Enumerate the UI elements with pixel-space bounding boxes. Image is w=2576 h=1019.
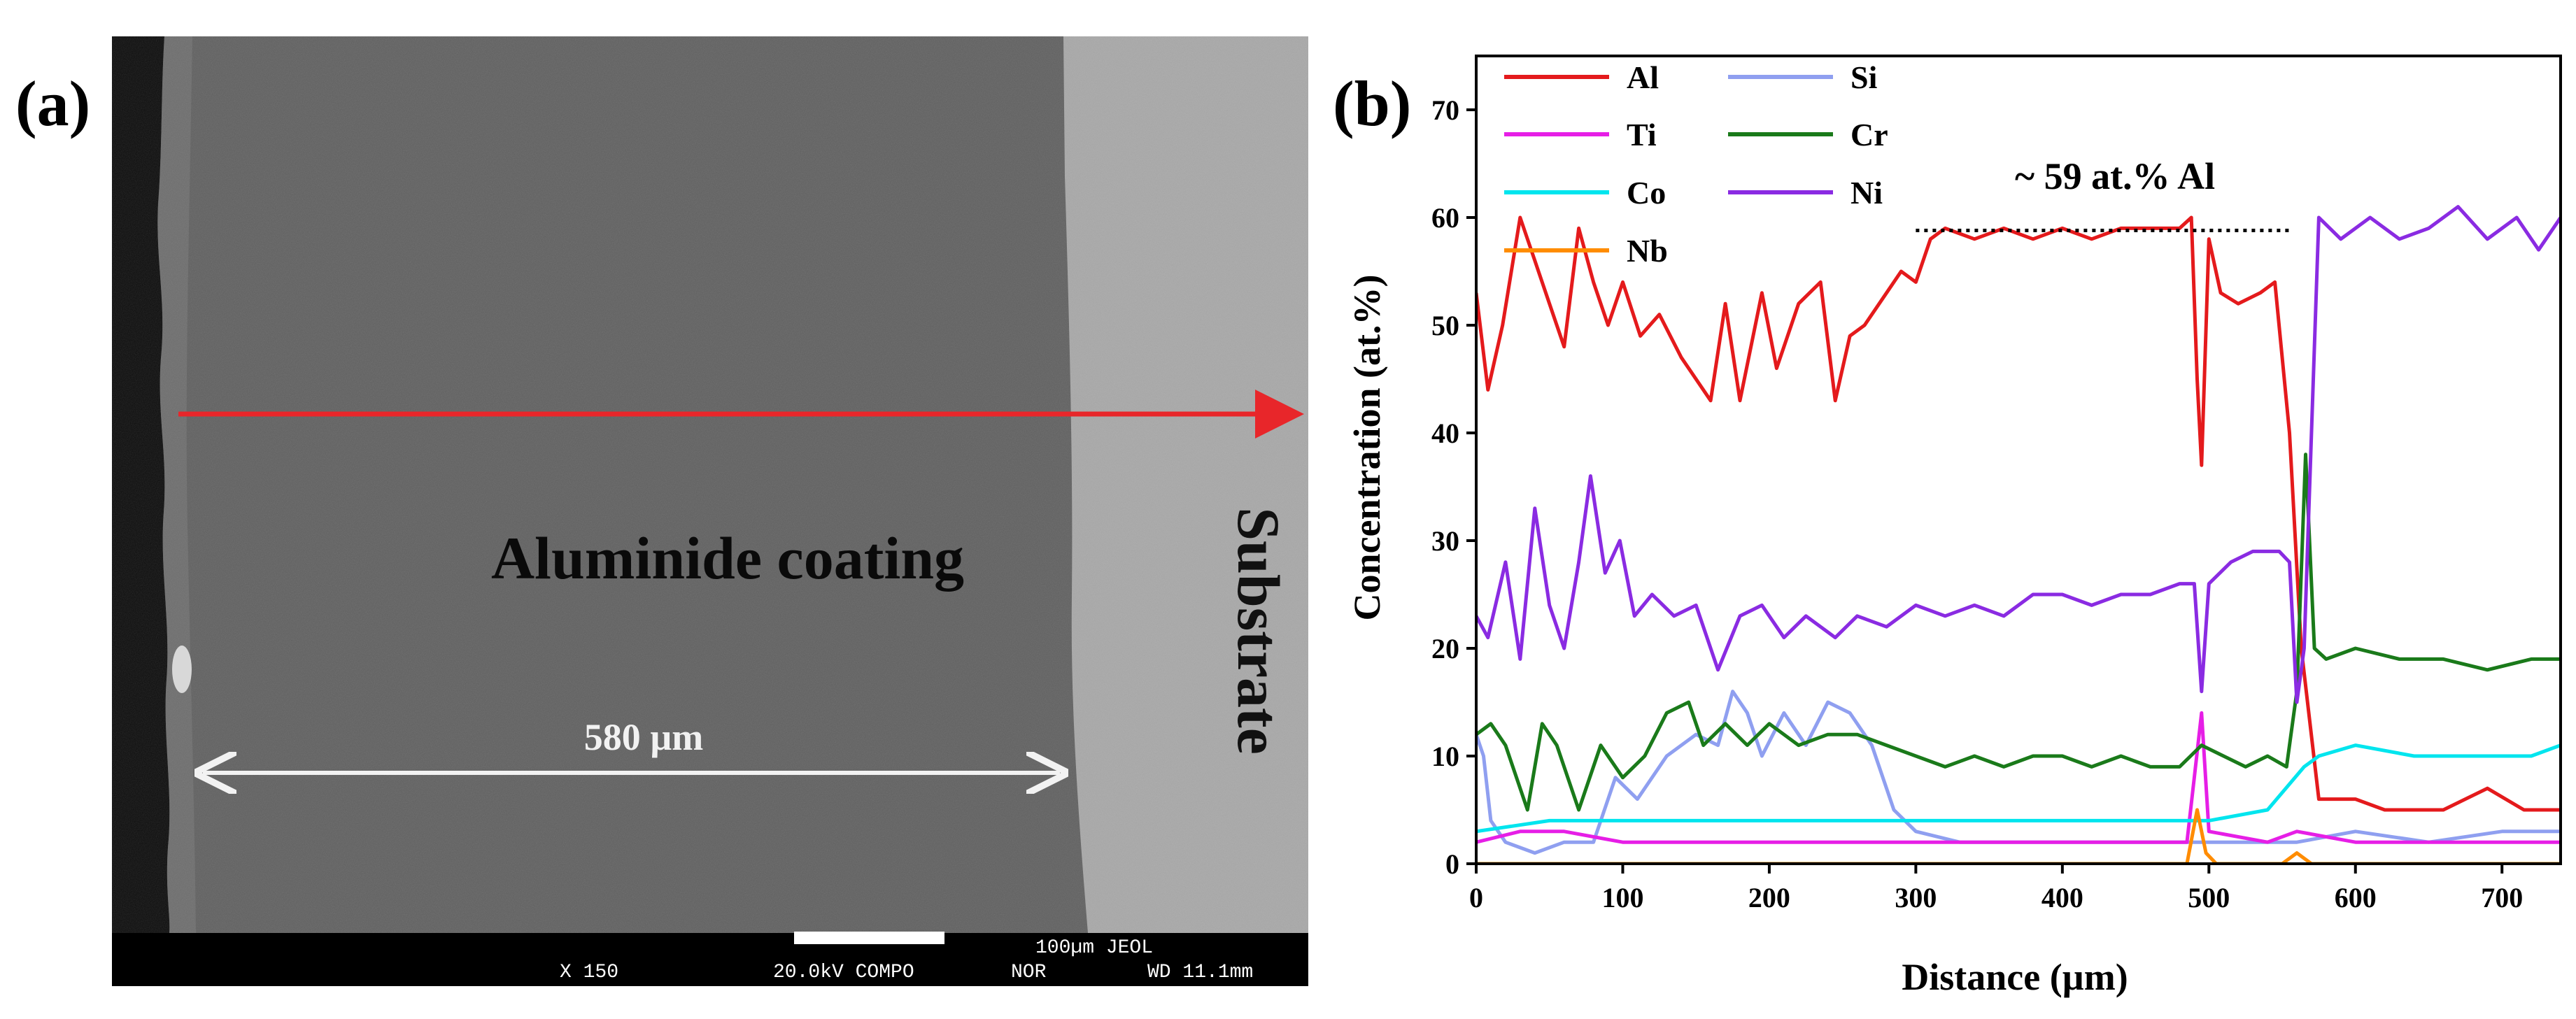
y-axis-label: Concentration (at.%) — [1346, 275, 1388, 621]
y-tick-label: 70 — [1431, 94, 1459, 126]
x-tick-label: 0 — [1469, 882, 1483, 913]
y-tick-label: 50 — [1431, 310, 1459, 341]
legend-label-co: Co — [1627, 175, 1666, 211]
x-axis-label: Distance (µm) — [1902, 956, 2128, 998]
scale-bar — [794, 932, 944, 944]
series-ni-line — [1476, 205, 2561, 704]
scale-label: 100µm JEOL — [1035, 937, 1153, 959]
x-tick-label: 300 — [1895, 882, 1937, 913]
x-tick-label: 100 — [1601, 882, 1643, 913]
sem-info-bar — [112, 933, 1308, 986]
x-tick-label: 400 — [2041, 882, 2083, 913]
magnification-label: X 150 — [560, 962, 618, 983]
x-tick-label: 700 — [2481, 882, 2523, 913]
y-tick-label: 20 — [1431, 633, 1459, 664]
legend-label-al: Al — [1627, 59, 1659, 95]
y-tick-label: 40 — [1431, 418, 1459, 449]
substrate-label: Substrate — [1225, 507, 1292, 755]
series-cr-line — [1476, 453, 2561, 812]
line-scan-chart: 0 100 200 300 400 500 600 700 0 10 20 30 40 50 60 70 Co… — [1315, 28, 2576, 1019]
legend-label-nb: Nb — [1627, 233, 1668, 269]
series-al-line — [1476, 215, 2561, 812]
wd-label: WD 11.1mm — [1147, 962, 1253, 983]
legend-label-si: Si — [1850, 59, 1878, 95]
grain-texture — [112, 36, 1308, 933]
panel-a-label: (a) — [15, 68, 91, 139]
plot-frame — [1475, 55, 2562, 865]
panel-b-label: (b) — [1333, 68, 1412, 139]
voltage-label: 20.0kV COMPO — [773, 962, 914, 983]
y-tick-label: 30 — [1431, 525, 1459, 557]
x-tick-label: 200 — [1748, 882, 1790, 913]
legend-label-cr: Cr — [1850, 117, 1888, 152]
y-tick-label: 10 — [1431, 741, 1459, 772]
y-tick-label: 0 — [1445, 848, 1459, 880]
legend-label-ni: Ni — [1850, 175, 1883, 211]
series-nb-line — [1476, 808, 2561, 864]
x-tick-label: 600 — [2335, 882, 2377, 913]
edge-particle — [172, 646, 192, 693]
series-si-line — [1476, 690, 2561, 855]
y-tick-label: 60 — [1431, 202, 1459, 234]
thickness-label: 580 µm — [584, 716, 704, 758]
series-ti-line — [1476, 711, 2561, 844]
nor-label: NOR — [1011, 962, 1047, 983]
sem-micrograph: 580 µm Aluminide coating Substrate 100µm… — [112, 36, 1308, 986]
coating-label: Aluminide coating — [491, 525, 964, 592]
x-tick-label: 500 — [2188, 882, 2230, 913]
al-annotation: ~ 59 at.% Al — [2015, 155, 2215, 197]
legend-label-ti: Ti — [1627, 117, 1657, 152]
series-co-line — [1476, 743, 2561, 834]
